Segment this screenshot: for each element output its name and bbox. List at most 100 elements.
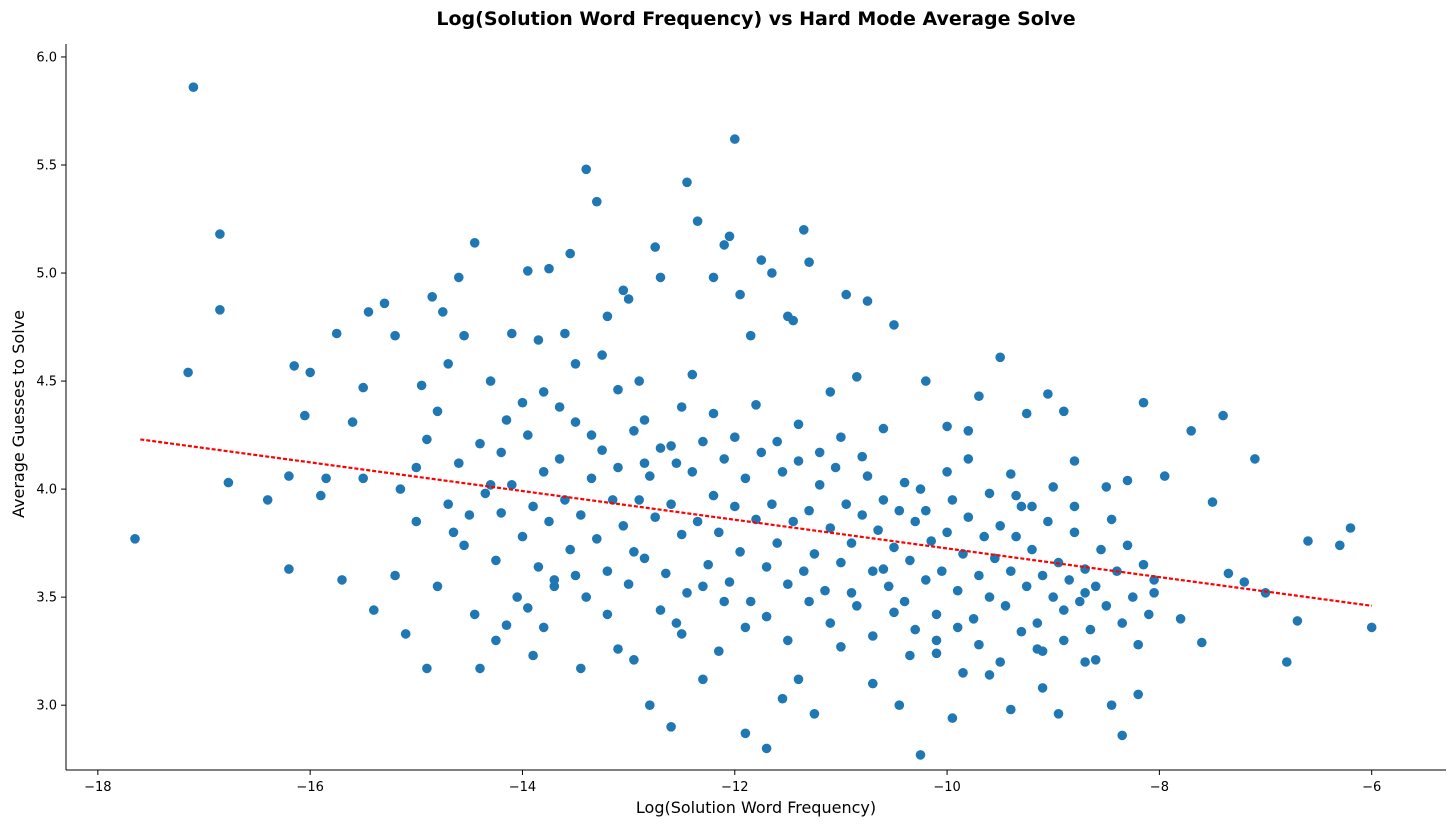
scatter-point xyxy=(1006,566,1016,576)
scatter-point xyxy=(676,402,687,412)
scatter-point xyxy=(687,369,698,380)
scatter-point xyxy=(761,562,772,572)
scatter-point xyxy=(1223,568,1234,579)
scatter-point xyxy=(1011,490,1021,501)
scatter-point xyxy=(883,581,894,592)
scatter-point xyxy=(730,432,740,443)
scatter-point xyxy=(427,292,438,302)
scatter-point xyxy=(899,596,910,607)
scatter-point xyxy=(730,501,740,512)
scatter-point xyxy=(692,216,703,226)
scatter-point xyxy=(714,646,724,656)
scatter-point xyxy=(894,700,905,710)
scatter-point xyxy=(438,307,448,317)
scatter-point xyxy=(761,611,772,622)
scatter-point xyxy=(475,438,485,449)
scatter-point xyxy=(1090,655,1101,665)
scatter-point xyxy=(538,387,549,397)
scatter-point xyxy=(963,426,974,436)
scatter-point xyxy=(1016,501,1027,512)
scatter-point xyxy=(1021,408,1032,419)
scatter-points xyxy=(130,82,1377,760)
scatter-point xyxy=(1037,646,1048,656)
scatter-point xyxy=(491,555,501,566)
scatter-point xyxy=(549,575,560,585)
scatter-point xyxy=(676,629,687,639)
scatter-point xyxy=(1250,454,1260,464)
scatter-point xyxy=(576,663,586,674)
scatter-point xyxy=(1122,540,1133,551)
scatter-point xyxy=(1218,410,1228,421)
scatter-point xyxy=(984,670,995,680)
scatter-point xyxy=(777,467,788,477)
scatter-point xyxy=(1080,657,1090,667)
scatter-point xyxy=(1197,637,1207,648)
y-tick-label: 5.0 xyxy=(36,267,57,282)
scatter-point xyxy=(995,352,1005,363)
scatter-point xyxy=(469,238,480,248)
scatter-point xyxy=(708,408,719,419)
scatter-point xyxy=(719,596,729,607)
scatter-point xyxy=(682,588,692,598)
scatter-point xyxy=(915,484,926,494)
scatter-point xyxy=(432,581,443,592)
scatter-point xyxy=(1016,626,1027,637)
scatter-point xyxy=(793,456,804,466)
scatter-point xyxy=(586,430,597,440)
scatter-point xyxy=(613,462,623,473)
scatter-point xyxy=(1101,482,1112,492)
scatter-point xyxy=(958,668,968,678)
scatter-point xyxy=(751,400,761,410)
scatter-point xyxy=(538,622,549,633)
scatter-point xyxy=(1335,540,1345,551)
scatter-point xyxy=(1096,544,1106,555)
scatter-point xyxy=(1006,469,1016,479)
scatter-point xyxy=(931,609,942,620)
scatter-point xyxy=(952,585,963,596)
scatter-point xyxy=(1133,689,1143,700)
y-tick-label: 6.0 xyxy=(36,50,57,65)
scatter-point xyxy=(491,635,501,646)
scatter-point xyxy=(629,655,639,665)
x-tick-label: −16 xyxy=(296,780,323,795)
scatter-point xyxy=(857,451,867,462)
scatter-point xyxy=(289,361,300,371)
scatter-point xyxy=(878,495,889,505)
scatter-point xyxy=(443,359,454,369)
scatter-point xyxy=(1048,592,1058,602)
x-axis-label: Log(Solution Word Frequency) xyxy=(636,798,876,817)
scatter-point xyxy=(1069,456,1080,466)
scatter-point xyxy=(740,622,751,633)
scatter-point xyxy=(650,512,660,522)
scatter-point xyxy=(1027,544,1037,555)
scatter-point xyxy=(1069,527,1080,538)
scatter-point xyxy=(565,544,575,555)
scatter-point xyxy=(448,527,459,538)
scatter-point xyxy=(661,568,671,579)
scatter-point xyxy=(666,499,676,510)
scatter-point xyxy=(1149,588,1159,598)
scatter-point xyxy=(400,629,411,639)
scatter-point xyxy=(1138,559,1149,570)
scatter-point xyxy=(597,350,607,360)
scatter-point xyxy=(1080,588,1090,598)
scatter-point xyxy=(501,415,512,425)
scatter-point xyxy=(592,196,602,207)
scatter-point xyxy=(507,328,517,339)
scatter-point xyxy=(1117,730,1127,741)
scatter-point xyxy=(533,335,544,345)
scatter-point xyxy=(618,285,629,296)
scatter-point xyxy=(836,432,846,443)
scatter-point xyxy=(554,402,565,412)
scatter-point xyxy=(496,447,507,458)
scatter-point xyxy=(454,272,464,283)
scatter-point xyxy=(517,397,528,408)
scatter-point xyxy=(459,330,469,341)
scatter-point xyxy=(623,294,634,304)
scatter-point xyxy=(698,581,708,592)
x-tick-label: −8 xyxy=(1150,780,1169,795)
scatter-point xyxy=(422,434,432,445)
scatter-point xyxy=(650,242,660,252)
scatter-point xyxy=(862,296,873,306)
